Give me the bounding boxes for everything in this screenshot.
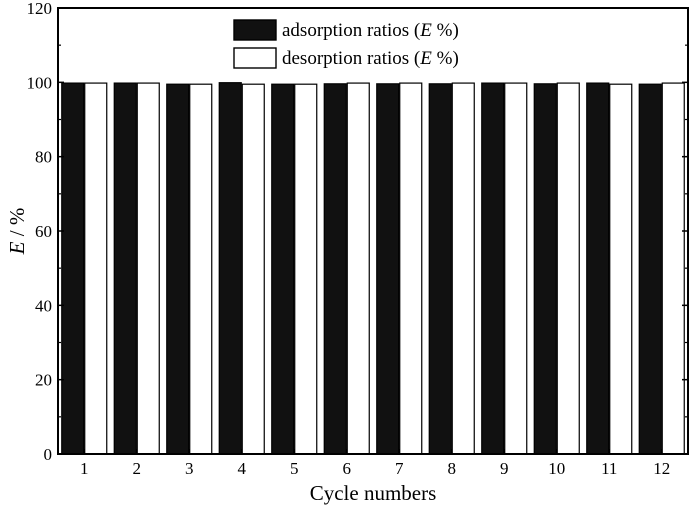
- bar-desorption: [556, 82, 580, 455]
- y-axis-label-unit: / %: [5, 208, 29, 242]
- bar-desorption: [399, 82, 423, 455]
- bar-adsorption: [533, 83, 557, 455]
- bar-desorption: [609, 83, 633, 455]
- y-tick-label: 80: [35, 148, 52, 167]
- x-tick-label: 12: [653, 459, 670, 478]
- x-tick-label: 1: [80, 459, 89, 478]
- legend-swatch-desorption: [233, 47, 277, 69]
- y-tick-label: 60: [35, 222, 52, 241]
- bar-desorption: [451, 82, 475, 455]
- x-tick-label: 9: [500, 459, 509, 478]
- bar-desorption: [661, 82, 685, 455]
- bar-desorption: [189, 83, 213, 455]
- legend-item-adsorption: adsorption ratios (E %): [233, 19, 459, 41]
- y-axis-label-variable: E: [5, 241, 29, 255]
- bar-adsorption: [481, 82, 505, 455]
- x-axis: 1 2 3 4 5 6 7 8 9 10 11 12: [80, 449, 670, 478]
- bar-adsorption: [428, 83, 452, 455]
- bar-adsorption: [271, 83, 295, 455]
- x-tick-label: 2: [133, 459, 142, 478]
- y-tick-label: 20: [35, 371, 52, 390]
- x-axis-label: Cycle numbers: [310, 481, 437, 505]
- x-tick-label: 8: [448, 459, 457, 478]
- legend-label-desorption: desorption ratios (E %): [282, 48, 459, 69]
- y-axis-label: E / %: [5, 208, 29, 256]
- legend: adsorption ratios (E %) desorption ratio…: [233, 19, 459, 69]
- x-tick-label: 4: [238, 459, 247, 478]
- x-tick-label: 11: [601, 459, 617, 478]
- bar-desorption: [346, 82, 370, 455]
- bar-desorption: [84, 82, 108, 455]
- bar-adsorption: [218, 82, 242, 455]
- x-tick-label: 3: [185, 459, 194, 478]
- bar-adsorption: [376, 83, 400, 455]
- y-tick-label: 100: [27, 73, 53, 92]
- bar-desorption: [504, 82, 528, 455]
- y-tick-label: 120: [27, 0, 53, 18]
- bar-adsorption: [638, 83, 662, 455]
- legend-swatch-adsorption: [233, 19, 277, 41]
- y-tick-label: 40: [35, 296, 52, 315]
- x-tick-label: 5: [290, 459, 299, 478]
- bar-adsorption: [323, 83, 347, 455]
- x-tick-label: 7: [395, 459, 404, 478]
- bar-adsorption: [166, 83, 190, 455]
- bar-desorption: [136, 82, 160, 455]
- x-tick-label: 6: [343, 459, 352, 478]
- legend-label-adsorption: adsorption ratios (E %): [282, 20, 459, 41]
- bar-desorption: [294, 83, 318, 455]
- x-tick-label: 10: [548, 459, 565, 478]
- bars-layer: [61, 82, 685, 455]
- legend-item-desorption: desorption ratios (E %): [233, 47, 459, 69]
- y-tick-label: 0: [44, 445, 53, 464]
- bar-adsorption: [113, 82, 137, 455]
- bar-adsorption: [61, 82, 85, 455]
- bar-desorption: [241, 83, 265, 455]
- bar-adsorption: [586, 82, 610, 455]
- y-axis: 0 20 40 60 80 100 120: [27, 0, 688, 464]
